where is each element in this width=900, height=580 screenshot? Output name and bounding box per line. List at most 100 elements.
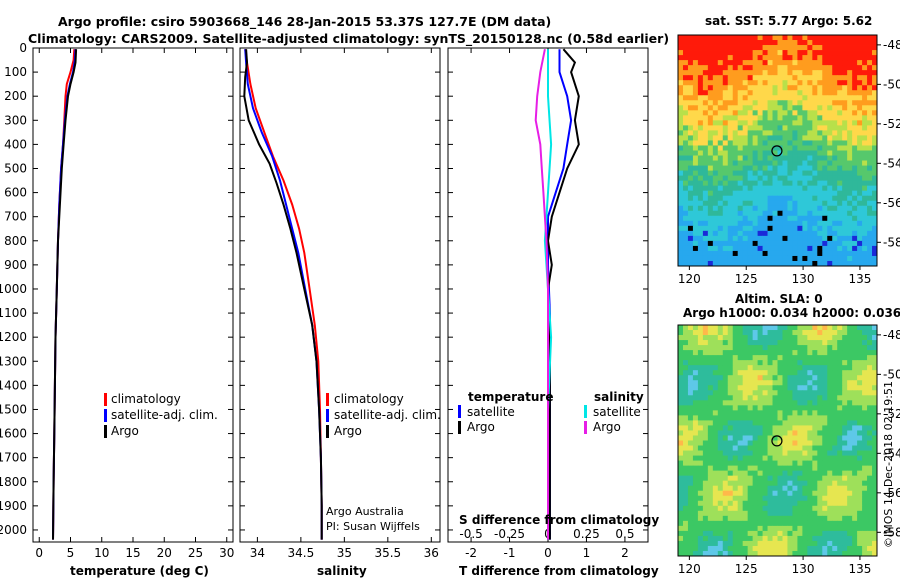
sst-heatmap-cell bbox=[857, 250, 863, 257]
sla-heatmap-cell bbox=[722, 460, 729, 467]
sla-heatmap-cell bbox=[757, 430, 763, 436]
sla-heatmap-cell bbox=[802, 390, 808, 396]
sst-heatmap-cell bbox=[802, 65, 808, 71]
sst-heatmap-cell bbox=[717, 135, 724, 141]
sst-heatmap-cell bbox=[787, 65, 793, 71]
sst-heatmap-cell bbox=[747, 85, 754, 91]
sst-heatmap-cell bbox=[832, 185, 838, 192]
sla-heatmap-cell bbox=[847, 390, 853, 396]
sst-heatmap-cell bbox=[697, 190, 704, 197]
sst-heatmap-cell bbox=[682, 215, 689, 222]
sla-heatmap-cell bbox=[857, 540, 863, 547]
sla-heatmap-cell bbox=[782, 360, 788, 366]
sst-heatmap-cell bbox=[842, 225, 848, 232]
sst-heatmap-cell bbox=[678, 185, 684, 192]
sla-heatmap-cell bbox=[727, 430, 734, 436]
sla-heatmap-cell bbox=[682, 505, 689, 512]
sst-heatmap-cell bbox=[757, 220, 763, 227]
sst-heatmap-cell bbox=[717, 155, 724, 161]
sla-heatmap-cell bbox=[767, 330, 773, 336]
sst-heatmap-cell bbox=[782, 220, 788, 227]
sst-heatmap-cell bbox=[712, 110, 719, 116]
sla-heatmap-cell bbox=[712, 405, 719, 411]
sla-heatmap-cell bbox=[842, 490, 848, 497]
sst-heatmap-cell bbox=[827, 210, 833, 217]
sst-heatmap-cell bbox=[867, 160, 873, 166]
sst-heatmap-cell bbox=[762, 210, 768, 217]
sst-heatmap-cell bbox=[732, 70, 739, 76]
sla-heatmap-cell bbox=[857, 515, 863, 522]
sst-heatmap-cell bbox=[872, 155, 878, 161]
sla-heatmap-cell bbox=[767, 355, 773, 361]
sla-heatmap-cell bbox=[817, 415, 823, 421]
sla-heatmap-cell bbox=[867, 480, 873, 487]
sst-heatmap-cell bbox=[792, 220, 798, 227]
sst-heatmap-cell bbox=[797, 70, 803, 76]
sla-heatmap-cell bbox=[822, 500, 828, 507]
sla-heatmap-cell bbox=[822, 385, 828, 391]
sla-heatmap-cell bbox=[727, 380, 734, 386]
sla-heatmap-cell bbox=[752, 520, 759, 527]
sst-heatmap-cell bbox=[682, 195, 689, 202]
sst-heatmap-cell bbox=[687, 245, 694, 252]
sla-heatmap-cell bbox=[732, 475, 739, 482]
sst-heatmap-cell bbox=[777, 125, 783, 131]
sst-heatmap-cell bbox=[727, 80, 734, 86]
sla-heatmap-cell bbox=[762, 525, 768, 532]
sst-heatmap-cell bbox=[787, 45, 793, 51]
sla-heatmap-cell bbox=[842, 495, 848, 502]
sst-heatmap-cell bbox=[727, 145, 734, 151]
sst-heatmap-cell bbox=[792, 75, 798, 81]
sst-heatmap-cell bbox=[807, 65, 813, 71]
depth-tick-label: 1800 bbox=[0, 475, 27, 489]
sst-heatmap-cell bbox=[837, 40, 843, 46]
sst-heatmap-cell bbox=[762, 160, 768, 166]
sla-heatmap-cell bbox=[707, 525, 714, 532]
sla-heatmap-cell bbox=[777, 330, 783, 336]
sst-heatmap-cell bbox=[842, 260, 848, 267]
sst-heatmap-cell bbox=[802, 230, 808, 237]
sst-heatmap-cell bbox=[782, 225, 788, 232]
sla-heatmap-cell bbox=[757, 340, 763, 346]
sla-heatmap-cell bbox=[857, 380, 863, 386]
sst-heatmap-cell bbox=[692, 255, 699, 262]
sst-heatmap-cell bbox=[772, 210, 778, 217]
sla-heatmap-cell bbox=[678, 365, 684, 371]
sla-heatmap-cell bbox=[752, 540, 759, 547]
sla-heatmap-cell bbox=[837, 485, 843, 492]
sla-heatmap-cell bbox=[742, 525, 749, 532]
sst-heatmap-cell bbox=[702, 145, 709, 151]
sla-heatmap-cell bbox=[822, 330, 828, 336]
sla-heatmap-cell bbox=[822, 390, 828, 396]
sla-heatmap-cell bbox=[732, 370, 739, 376]
sst-heatmap-cell bbox=[682, 180, 689, 187]
sst-heatmap-cell bbox=[772, 35, 778, 41]
sla-heatmap-cell bbox=[792, 375, 798, 381]
sst-heatmap-cell bbox=[702, 50, 709, 56]
sst-heatmap-cell bbox=[782, 210, 788, 217]
sla-heatmap-cell bbox=[817, 510, 823, 517]
sst-heatmap-cell bbox=[807, 75, 813, 81]
sst-heatmap-cell bbox=[867, 190, 873, 197]
sla-heatmap-cell bbox=[807, 375, 813, 381]
sst-heatmap-cell bbox=[832, 200, 838, 207]
sst-heatmap-cell bbox=[872, 260, 878, 267]
sst-heatmap-cell bbox=[862, 250, 868, 257]
sst-heatmap-cell bbox=[722, 135, 729, 141]
sla-heatmap-cell bbox=[842, 540, 848, 547]
sst-heatmap-cell bbox=[847, 155, 853, 161]
sla-heatmap-cell bbox=[752, 465, 759, 472]
sst-heatmap-cell bbox=[832, 120, 838, 126]
sst-heatmap-cell bbox=[812, 200, 818, 207]
sla-heatmap-cell bbox=[817, 470, 823, 477]
sla-heatmap-cell bbox=[782, 330, 788, 336]
sst-heatmap-cell bbox=[797, 75, 803, 81]
sst-heatmap-cell bbox=[692, 110, 699, 116]
sst-heatmap-cell bbox=[842, 130, 848, 136]
sla-heatmap-cell bbox=[777, 490, 783, 497]
sst-heatmap-cell bbox=[757, 55, 763, 61]
sla-heatmap-cell bbox=[792, 395, 798, 401]
sst-heatmap-cell bbox=[867, 170, 873, 177]
sst-heatmap-cell bbox=[792, 145, 798, 151]
sla-heatmap-cell bbox=[727, 395, 734, 401]
